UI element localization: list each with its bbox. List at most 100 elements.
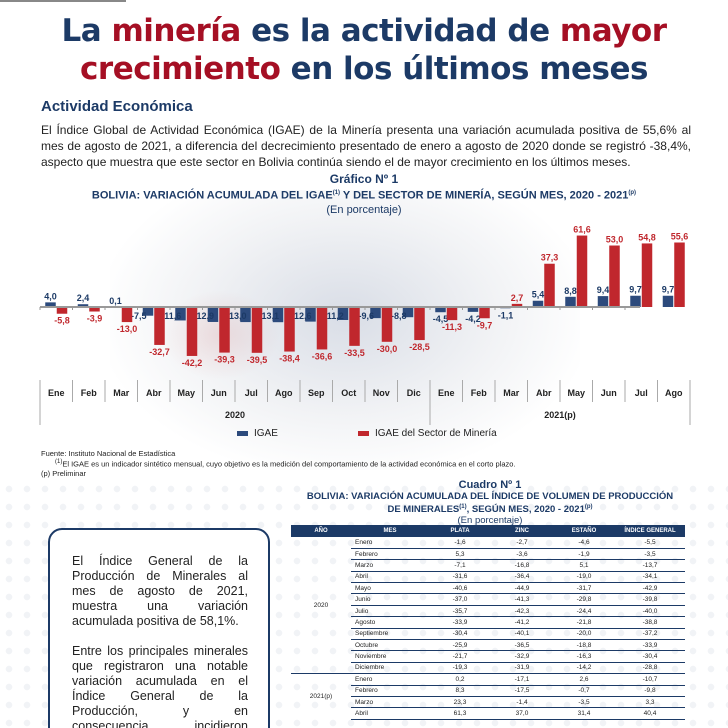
data-label-mineria: -28,5 (409, 342, 430, 352)
value-cell: -17,5 (491, 685, 553, 697)
footnote-marker: (1) (459, 504, 467, 510)
bar-mineria (446, 307, 458, 321)
legend-swatch-mineria (358, 431, 369, 436)
data-label-mineria: -32,7 (149, 347, 170, 357)
footnote-1: (1)El IGAE es un indicador sintético men… (41, 458, 516, 469)
table-row: Noviembre -21,7 -32,9 -16,3 -30,4 (291, 650, 685, 663)
value-cell: -10,7 (615, 673, 685, 686)
column-header: MES (351, 525, 429, 537)
table-row: 2020 Enero -1,6 -2,7 -4,6 -5,5 (291, 537, 685, 675)
value-cell: 2,6 (553, 673, 615, 686)
value-cell: -30,4 (429, 628, 491, 641)
value-cell: -37,0 (429, 593, 491, 606)
column-header: AÑO (291, 525, 351, 537)
month-cell: Noviembre (351, 650, 429, 663)
bar-igae (337, 307, 349, 320)
bar-mineria (56, 307, 68, 314)
value-cell: -3,5 (553, 696, 615, 709)
data-label-igae: -11,2 (324, 311, 344, 321)
value-cell: -42,3 (491, 605, 553, 618)
callout-paragraph: El Índice General de la Producción de Mi… (72, 554, 248, 628)
data-label-mineria: -38,4 (279, 354, 300, 364)
month-cell: Junio (351, 593, 429, 606)
chart-subtitle: (En porcentaje) (326, 203, 402, 216)
value-cell: -38,8 (615, 616, 685, 629)
source-note: Fuente: Instituto Nacional de Estadístic… (41, 449, 176, 458)
bar-mineria (186, 307, 198, 356)
bar-igae (305, 307, 316, 322)
bar-mineria (121, 307, 133, 323)
data-label-mineria: -13,0 (117, 324, 138, 334)
value-cell: -44,9 (491, 582, 553, 595)
bar-mineria (479, 307, 490, 319)
month-cell: Enero (351, 673, 429, 686)
data-label-mineria: 2,7 (511, 293, 524, 303)
legend-item-mineria: IGAE del Sector de Minería (358, 428, 497, 439)
bar-mineria (511, 303, 523, 307)
value-cell: -9,8 (615, 685, 685, 697)
value-cell: -3,6 (491, 548, 553, 561)
data-label-igae: 2,4 (77, 293, 90, 303)
bar-igae (532, 300, 544, 307)
data-label-igae: -4,2 (465, 314, 481, 324)
value-cell: 61,3 (429, 707, 491, 720)
headline-text: La (61, 13, 112, 49)
table-row: 2021(p) Enero 0,2 -17,1 2,6 -10,7 (291, 673, 685, 700)
bar-igae (142, 307, 154, 316)
bar-mineria (674, 242, 685, 307)
bar-igae (467, 307, 479, 312)
footnote-text: El IGAE es un indicador sintético mensua… (62, 459, 516, 469)
table-row: Julio -35,7 -42,3 -24,4 -40,0 (291, 605, 685, 618)
data-label-igae: 9,7 (662, 285, 675, 295)
category-label: Ene (48, 388, 65, 398)
value-cell: -33,9 (429, 616, 491, 629)
table-row: Agosto -33,9 -41,2 -21,8 -38,8 (291, 616, 685, 629)
category-label: Feb (471, 388, 488, 398)
value-cell: -19,3 (429, 662, 491, 675)
value-cell: -36,5 (491, 639, 553, 652)
value-cell: 31,4 (553, 707, 615, 720)
month-cell: Septiembre (351, 628, 429, 641)
data-label-mineria: 37,3 (541, 253, 559, 263)
category-label: Dic (407, 388, 421, 398)
value-cell: 0,2 (429, 673, 491, 686)
value-cell: -31,7 (553, 582, 615, 595)
value-cell: -3,5 (615, 548, 685, 561)
bar-igae (597, 296, 609, 307)
production-table: AÑO MES PLATA ZINC ESTAÑO ÍNDICE GENERAL… (291, 525, 685, 720)
value-cell: -25,9 (429, 639, 491, 652)
value-cell: -29,8 (553, 593, 615, 606)
data-label-igae: -4,5 (433, 314, 449, 324)
value-cell: -37,2 (615, 628, 685, 641)
table-header: Cuadro Nº 1 BOLIVIA: VARIACIÓN ACUMULADA… (290, 480, 690, 527)
table-subtitle: (En porcentaje) (457, 515, 523, 527)
group-label: 2021(p) (544, 410, 576, 420)
table-row: Septiembre -30,4 -40,1 -20,0 -37,2 (291, 628, 685, 641)
chart-header: Gráfico Nº 1 BOLIVIA: VARIACIÓN ACUMULAD… (0, 172, 728, 217)
value-cell: -40,0 (615, 605, 685, 618)
month-cell: Octubre (351, 639, 429, 652)
month-cell: Febrero (351, 548, 429, 561)
footnote-marker: (1) (55, 459, 63, 465)
category-label: Ago (665, 388, 683, 398)
category-label: Oct (341, 388, 356, 398)
intro-paragraph: El Índice Global de Actividad Económica … (41, 123, 691, 169)
category-label: Feb (81, 388, 98, 398)
value-cell: -20,0 (553, 628, 615, 641)
headline-highlight: mayor crecimiento (80, 13, 667, 87)
value-cell: -41,2 (491, 616, 553, 629)
table-title: BOLIVIA: VARIACIÓN ACUMULADA DEL ÍNDICE … (306, 491, 674, 502)
data-label-igae: -7,5 (131, 311, 147, 321)
table-row: Febrero 8,3 -17,5 -0,7 -9,8 (291, 685, 685, 697)
table-row: Junio -37,0 -41,3 -29,8 -39,8 (291, 593, 685, 606)
category-label: Abr (146, 388, 162, 398)
bar-mineria (219, 307, 230, 353)
data-label-igae: 8,8 (564, 286, 577, 296)
chart-number: Gráfico Nº 1 (329, 172, 399, 186)
data-label-igae: -13,0 (226, 311, 247, 321)
value-cell: -5,5 (615, 537, 685, 549)
value-cell: 37,0 (491, 707, 553, 720)
data-label-mineria: -39,3 (214, 355, 235, 365)
data-label-mineria: -33,5 (344, 348, 365, 358)
column-header: ÍNDICE GENERAL (615, 525, 685, 537)
